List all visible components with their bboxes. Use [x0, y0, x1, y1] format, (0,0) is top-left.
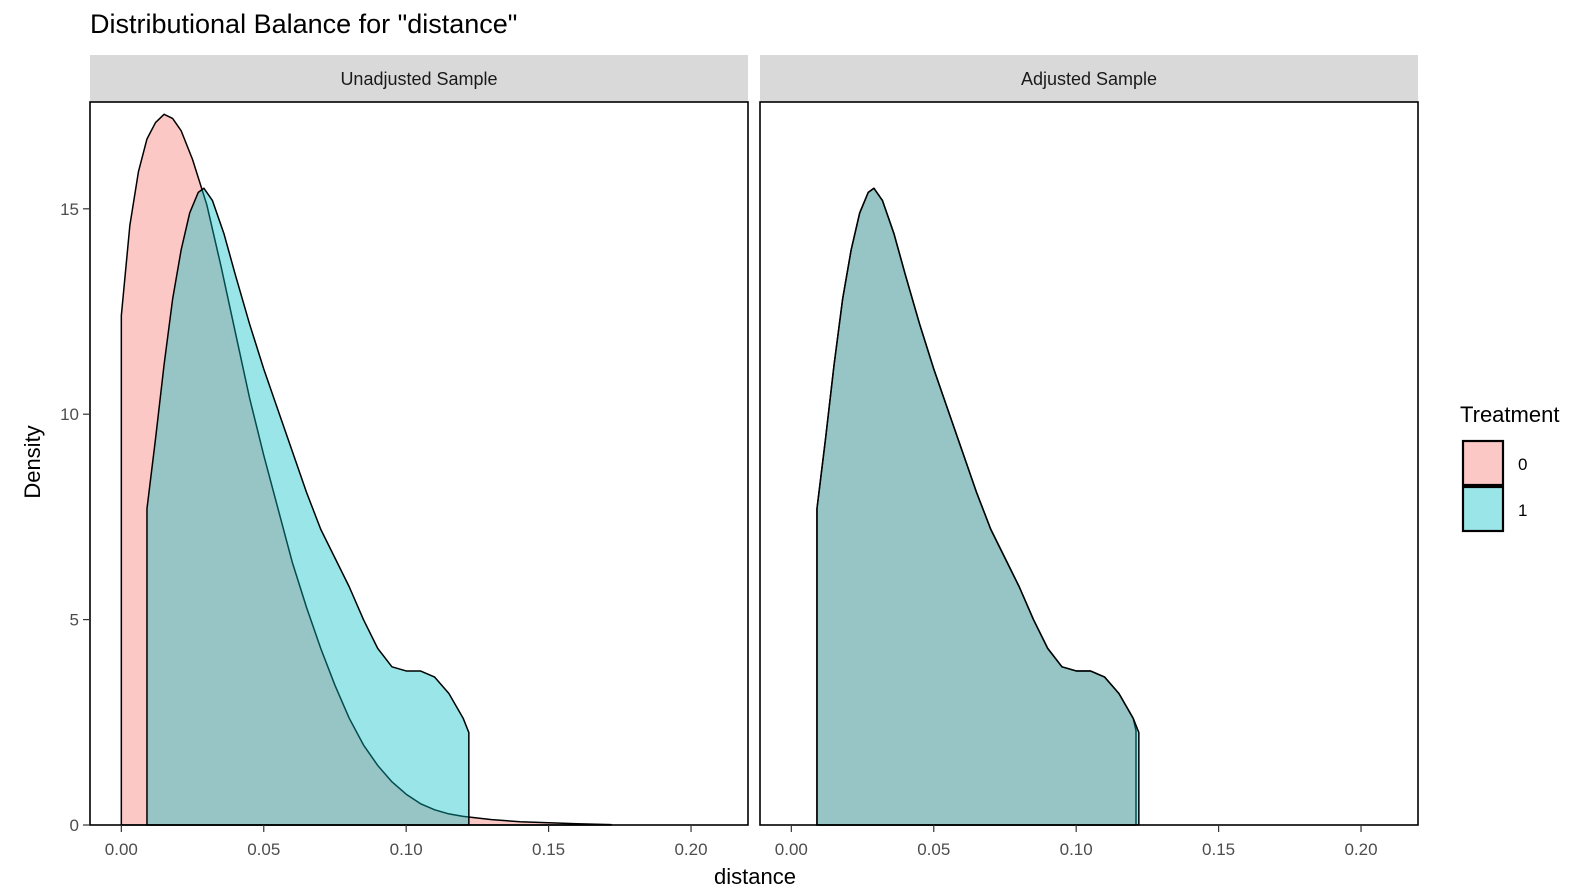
- legend-key-background: [1461, 486, 1505, 532]
- legend: Treatment 0 1: [1460, 402, 1559, 533]
- strip-label: Unadjusted Sample: [340, 69, 497, 89]
- x-tick-label: 0.20: [674, 840, 707, 859]
- strip-label: Adjusted Sample: [1021, 69, 1157, 89]
- facet-panels: Unadjusted Sample 0.00 0.05 0.10 0.15 0.20 0 5 1…: [60, 55, 1419, 859]
- x-tick-label: 0.00: [105, 840, 138, 859]
- panel-1: Adjusted Sample 0.00 0.05 0.10 0.15 0.20: [759, 55, 1419, 859]
- legend-key-1: [1461, 485, 1505, 533]
- panel-0: Unadjusted Sample 0.00 0.05 0.10 0.15 0.20 0 5 1…: [60, 55, 749, 859]
- x-tick-label: 0.10: [1060, 840, 1093, 859]
- density-area-group-1: [816, 187, 1140, 826]
- density-area-group-0: [120, 113, 613, 826]
- y-tick-label: 10: [60, 405, 79, 424]
- legend-key-background: [1461, 440, 1505, 486]
- legend-label-0: 0: [1518, 455, 1527, 474]
- strip-background: [760, 55, 1418, 102]
- x-tick-label: 0.05: [247, 840, 280, 859]
- x-tick-label: 0.00: [775, 840, 808, 859]
- x-axis-title: distance: [714, 864, 796, 889]
- legend-key-0: [1461, 439, 1505, 487]
- density-area-group-1: [146, 187, 470, 826]
- legend-label-1: 1: [1518, 501, 1527, 520]
- x-tick-label: 0.05: [917, 840, 950, 859]
- chart-title: Distributional Balance for "distance": [90, 9, 517, 39]
- y-tick-label: 5: [70, 611, 79, 630]
- x-tick-label: 0.15: [1202, 840, 1235, 859]
- x-tick-label: 0.10: [390, 840, 423, 859]
- x-tick-label: 0.20: [1344, 840, 1377, 859]
- legend-title: Treatment: [1460, 402, 1559, 427]
- panel-border: [759, 101, 1419, 826]
- panel-background: [760, 102, 1418, 825]
- x-tick-label: 0.15: [532, 840, 565, 859]
- panel-border: [89, 101, 749, 826]
- y-tick-label: 15: [60, 200, 79, 219]
- strip-background: [90, 55, 748, 102]
- y-tick-label: 0: [70, 816, 79, 835]
- panel-background: [90, 102, 748, 825]
- y-axis-title: Density: [20, 425, 45, 498]
